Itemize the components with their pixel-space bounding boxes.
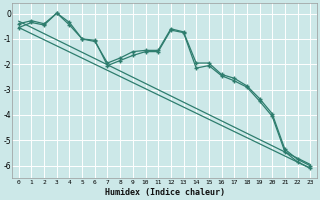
X-axis label: Humidex (Indice chaleur): Humidex (Indice chaleur)	[105, 188, 225, 197]
